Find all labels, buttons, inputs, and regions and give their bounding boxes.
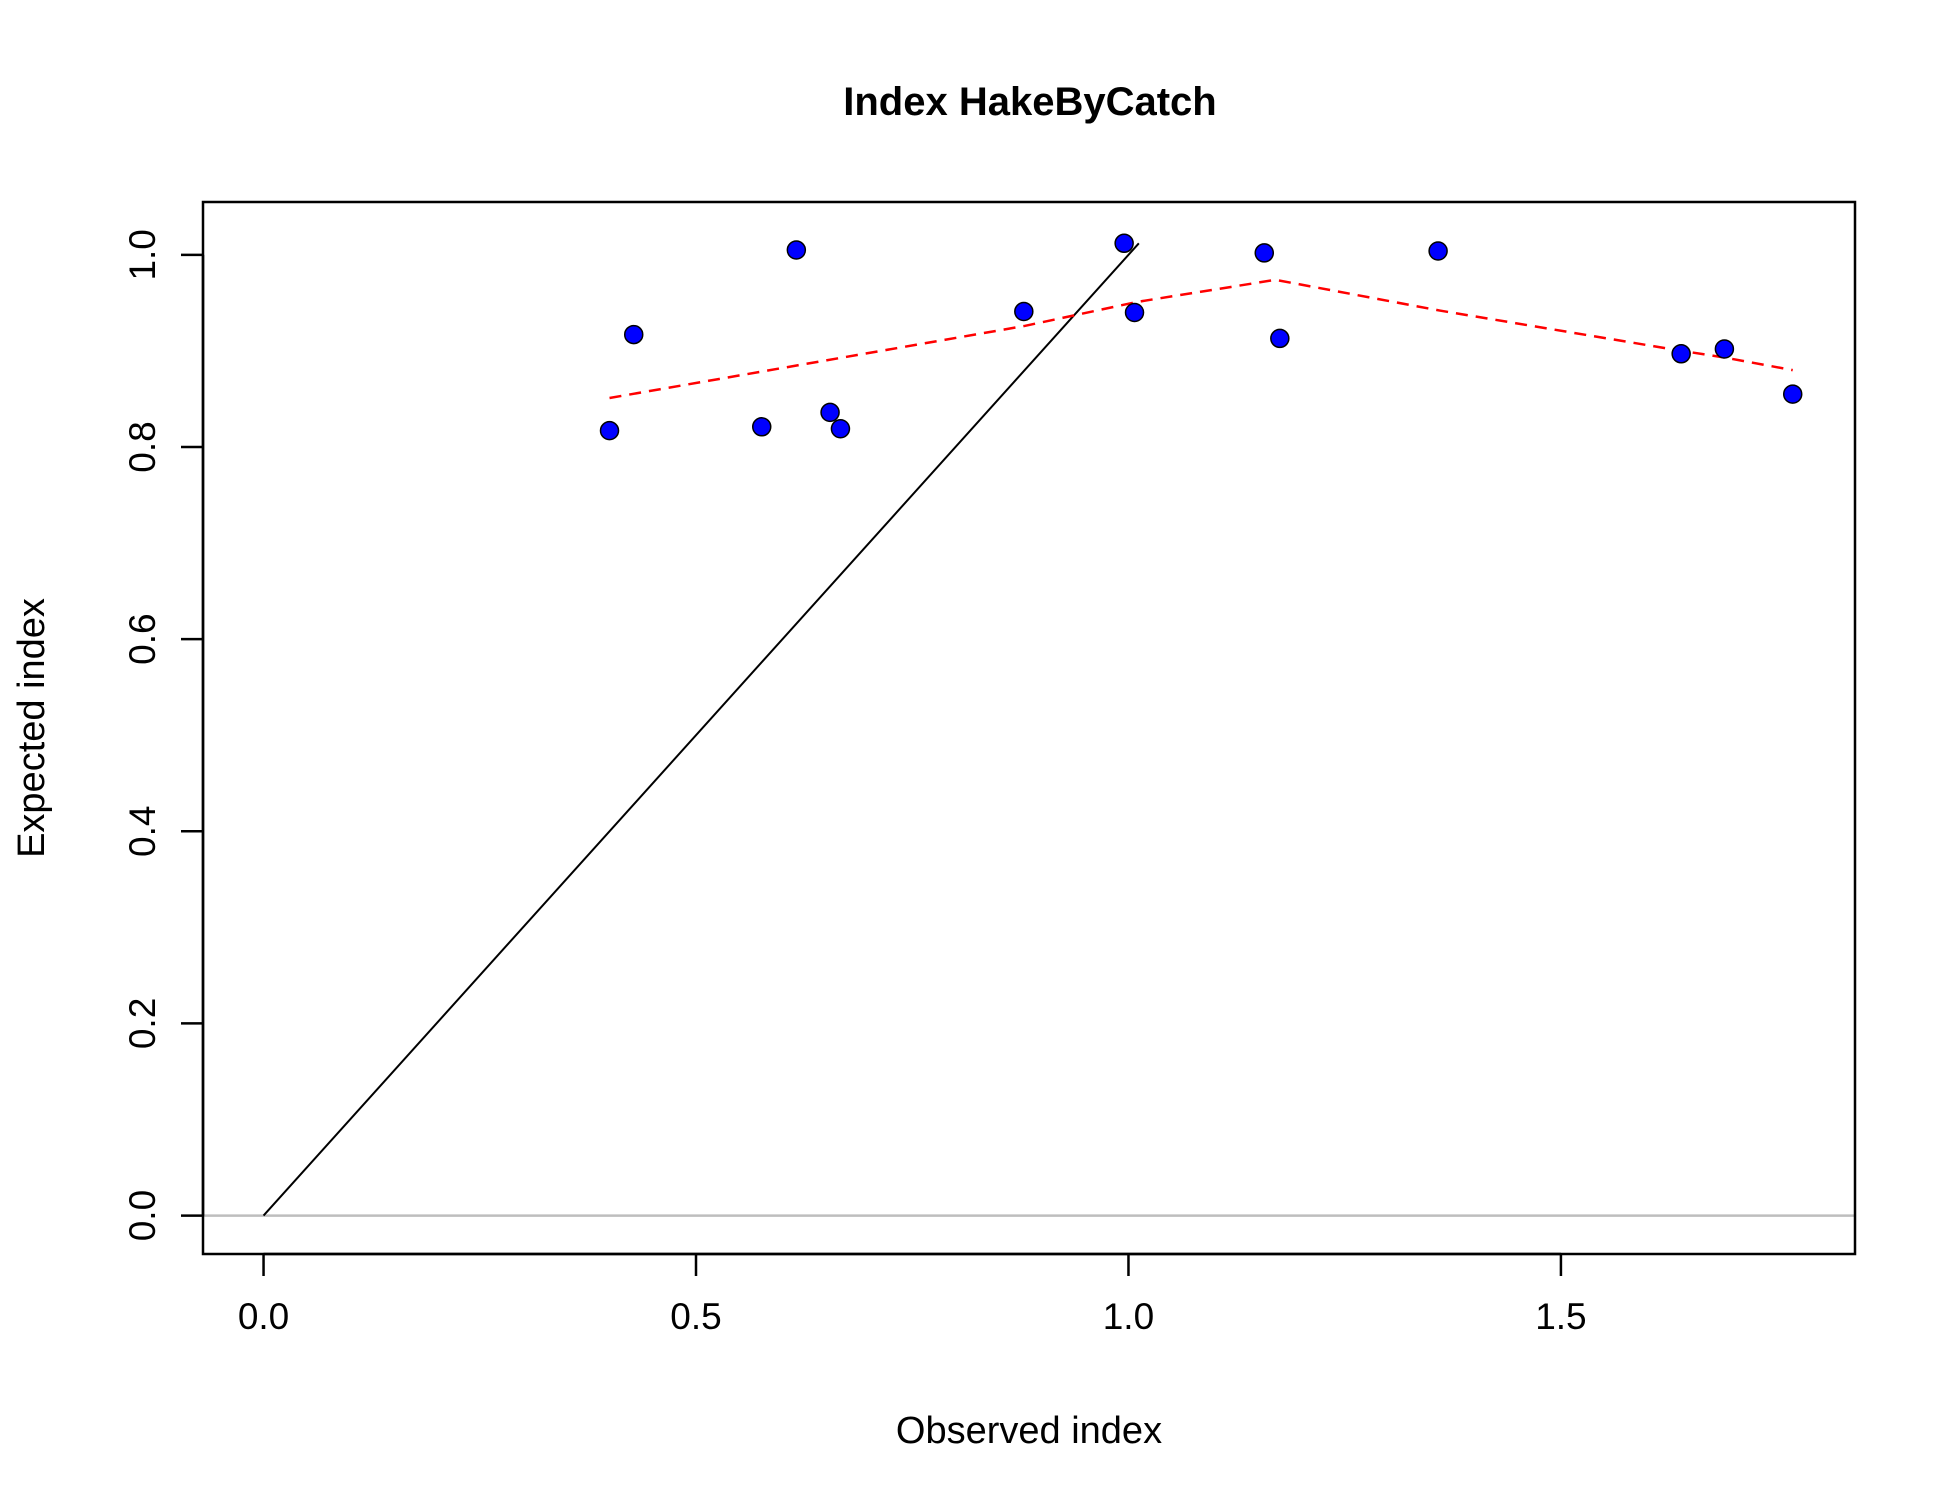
y-axis: 0.0 0.2 0.4 0.6 0.8 1.0 xyxy=(122,229,205,1241)
x-tick-label: 1.5 xyxy=(1535,1296,1586,1337)
x-axis-label: Observed index xyxy=(896,1410,1162,1452)
plot-frame xyxy=(201,200,1857,1256)
data-point xyxy=(1671,344,1691,364)
y-tick-label: 0.0 xyxy=(122,1190,163,1241)
data-point xyxy=(1428,241,1448,261)
data-point xyxy=(1254,243,1275,263)
x-tick-label: 1.0 xyxy=(1103,1296,1154,1337)
data-point xyxy=(1782,384,1803,404)
y-axis-label: Expected index xyxy=(11,598,53,858)
chart-title: Index HakeByCatch xyxy=(843,80,1216,124)
data-point xyxy=(599,420,620,441)
y-tick-label: 0.8 xyxy=(122,421,163,472)
smooth-line xyxy=(609,278,1793,400)
data-point xyxy=(830,418,851,439)
y-tick-label: 1.0 xyxy=(122,229,163,280)
x-axis: 0.0 0.5 1.0 1.5 xyxy=(238,1252,1587,1337)
data-point xyxy=(1270,328,1290,349)
x-tick-label: 0.0 xyxy=(238,1296,289,1337)
data-point xyxy=(786,240,807,260)
y-tick-label: 0.6 xyxy=(122,613,163,664)
data-point xyxy=(751,417,772,437)
data-point xyxy=(623,324,644,345)
y-tick-label: 0.2 xyxy=(122,998,163,1049)
plot-area xyxy=(203,233,1855,1217)
data-point xyxy=(820,402,840,423)
data-point xyxy=(1014,301,1034,322)
data-point xyxy=(1114,233,1134,254)
y-tick-label: 0.4 xyxy=(122,806,163,857)
data-point xyxy=(1714,339,1735,359)
data-point xyxy=(1124,302,1145,323)
identity-line xyxy=(262,242,1140,1217)
x-tick-label: 0.5 xyxy=(670,1296,721,1337)
